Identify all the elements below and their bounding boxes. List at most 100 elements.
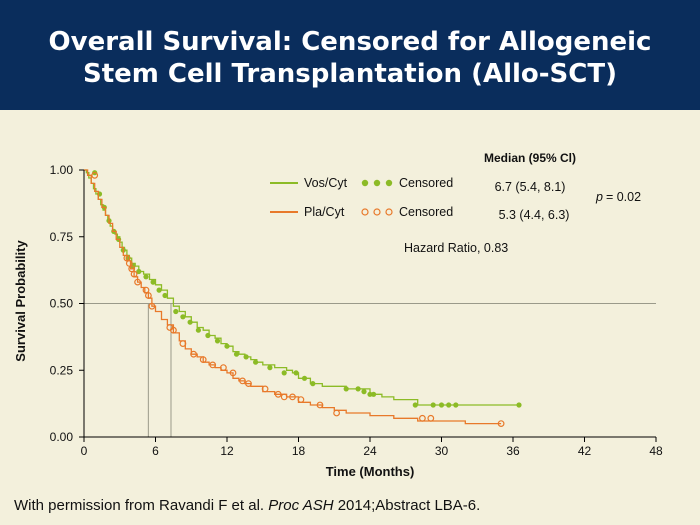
x-tick-label: 0 bbox=[81, 444, 88, 458]
censored-marker-vos-cyt bbox=[224, 343, 230, 349]
censored-marker-pla-cyt bbox=[333, 409, 341, 417]
median-reference-lines bbox=[84, 303, 656, 437]
censored-marker-pla-cyt bbox=[261, 385, 269, 393]
censored-marker-pla-cyt bbox=[316, 401, 324, 409]
citation-suffix: 2014;Abstract LBA-6. bbox=[333, 497, 481, 514]
censored-marker-vos-cyt bbox=[136, 268, 142, 275]
censored-marker-vos-cyt bbox=[162, 292, 168, 299]
censored-marker-vos-cyt bbox=[214, 338, 221, 344]
axes: 0 6 12 18 24 30 36 42 48 0.00 0.25 0.50 0.75 1.00 bbox=[50, 163, 663, 458]
citation-journal: Proc ASH bbox=[268, 497, 334, 514]
legend-censored-label-vos-cyt: Censored bbox=[399, 176, 453, 190]
x-tick-label: 6 bbox=[152, 444, 159, 458]
censored-marker-vos-cyt bbox=[253, 359, 259, 365]
survival-curve-vos-cyt bbox=[84, 169, 519, 406]
legend-label-vos-cyt: Vos/Cyt bbox=[304, 176, 348, 190]
censored-marker-pla-cyt bbox=[169, 326, 177, 334]
censored-marker-vos-cyt bbox=[446, 402, 452, 408]
median-header: Median (95% Cl) bbox=[484, 151, 576, 165]
title-bar: Overall Survival: Censored for Allogenei… bbox=[0, 0, 700, 110]
censored-marker-pla-cyt bbox=[134, 278, 142, 286]
survival-curves bbox=[84, 169, 522, 428]
x-tick-label: 24 bbox=[363, 444, 377, 458]
legend-censored-marker-vos-cyt bbox=[385, 179, 393, 187]
p-value: p = 0.02 bbox=[595, 190, 641, 204]
slide-title-line-2: Stem Cell Transplantation (Allo-SCT) bbox=[83, 59, 617, 89]
censored-marker-pla-cyt bbox=[245, 380, 252, 388]
censored-marker-vos-cyt bbox=[367, 391, 373, 397]
censored-marker-vos-cyt bbox=[281, 370, 287, 376]
censored-marker-vos-cyt bbox=[195, 327, 201, 333]
censored-marker-pla-cyt bbox=[125, 259, 133, 267]
censored-marker-pla-cyt bbox=[190, 350, 198, 358]
legend-censored-marker-pla-cyt bbox=[361, 208, 369, 216]
x-axis-label: Time (Months) bbox=[326, 464, 415, 479]
slide-title: Overall Survival: Censored for Allogenei… bbox=[20, 26, 680, 90]
citation-prefix: With permission from Ravandi F et al. bbox=[14, 497, 269, 514]
censored-marker-vos-cyt bbox=[233, 351, 240, 357]
survival-curve-pla-cyt bbox=[84, 169, 502, 425]
censored-marker-pla-cyt bbox=[289, 393, 296, 401]
x-tick-label: 48 bbox=[649, 444, 663, 458]
median-vos-cyt: 6.7 (5.4, 8.1) bbox=[495, 180, 566, 194]
y-tick-label: 1.00 bbox=[50, 163, 74, 177]
censored-marker-vos-cyt bbox=[293, 370, 299, 376]
censored-marker-vos-cyt bbox=[355, 386, 361, 392]
censored-marker-vos-cyt bbox=[453, 402, 459, 408]
censored-marker-pla-cyt bbox=[239, 377, 246, 385]
legend-censored-label-pla-cyt: Censored bbox=[399, 205, 453, 219]
censored-marker-pla-cyt bbox=[209, 361, 217, 369]
p-value-symbol: p bbox=[595, 190, 603, 204]
censored-marker-vos-cyt bbox=[267, 365, 273, 371]
censored-marker-vos-cyt bbox=[173, 308, 179, 315]
x-tick-label: 42 bbox=[578, 444, 592, 458]
censored-marker-pla-cyt bbox=[179, 340, 187, 348]
hazard-ratio: Hazard Ratio, 0.83 bbox=[404, 241, 508, 255]
slide-title-line-1: Overall Survival: Censored for Allogenei… bbox=[48, 27, 652, 57]
censored-marker-pla-cyt bbox=[130, 270, 138, 278]
censored-marker-vos-cyt bbox=[243, 354, 249, 360]
censored-marker-pla-cyt bbox=[419, 414, 426, 422]
source-citation: With permission from Ravandi F et al. Pr… bbox=[14, 497, 480, 514]
legend-censored-marker-pla-cyt bbox=[373, 208, 381, 216]
censored-marker-vos-cyt bbox=[156, 287, 162, 293]
censored-marker-pla-cyt bbox=[142, 286, 150, 294]
censored-marker-vos-cyt bbox=[361, 389, 367, 395]
legend-censored-marker-pla-cyt bbox=[385, 208, 393, 216]
censored-marker-vos-cyt bbox=[187, 319, 193, 325]
legend-label-pla-cyt: Pla/Cyt bbox=[304, 205, 345, 219]
censored-marker-vos-cyt bbox=[310, 381, 316, 387]
y-tick-label: 0.50 bbox=[50, 297, 74, 311]
legend-censored-marker-vos-cyt bbox=[361, 179, 369, 187]
legend: Vos/Cyt Censored Pla/Cyt Censored bbox=[270, 176, 453, 219]
censored-marker-pla-cyt bbox=[297, 396, 305, 404]
censored-marker-pla-cyt bbox=[123, 254, 131, 262]
y-tick-label: 0.75 bbox=[50, 230, 74, 244]
censored-marker-vos-cyt bbox=[143, 274, 149, 280]
censored-marker-pla-cyt bbox=[497, 420, 505, 428]
censored-marker-pla-cyt bbox=[219, 364, 227, 372]
y-tick-label: 0.00 bbox=[50, 430, 74, 444]
censored-marker-pla-cyt bbox=[427, 414, 435, 422]
censored-marker-vos-cyt bbox=[412, 402, 418, 408]
censored-marker-pla-cyt bbox=[274, 390, 282, 398]
censored-marker-vos-cyt bbox=[343, 386, 349, 392]
x-tick-label: 12 bbox=[220, 444, 234, 458]
censored-marker-pla-cyt bbox=[128, 265, 136, 273]
x-tick-label: 30 bbox=[435, 444, 449, 458]
censored-marker-pla-cyt bbox=[144, 292, 152, 299]
censored-marker-pla-cyt bbox=[199, 356, 207, 364]
censored-marker-vos-cyt bbox=[205, 332, 211, 339]
y-axis-label: Survival Probability bbox=[13, 240, 28, 362]
p-value-number: = 0.02 bbox=[606, 190, 641, 204]
censored-marker-pla-cyt bbox=[229, 369, 237, 377]
y-tick-label: 0.25 bbox=[50, 363, 74, 377]
censored-marker-vos-cyt bbox=[430, 402, 436, 408]
censored-marker-vos-cyt bbox=[180, 314, 186, 320]
legend-censored-marker-vos-cyt bbox=[373, 179, 381, 187]
censored-marker-vos-cyt bbox=[516, 402, 522, 408]
censored-marker-vos-cyt bbox=[438, 402, 445, 408]
censored-marker-pla-cyt bbox=[91, 171, 99, 179]
censored-marker-pla-cyt bbox=[148, 302, 156, 310]
